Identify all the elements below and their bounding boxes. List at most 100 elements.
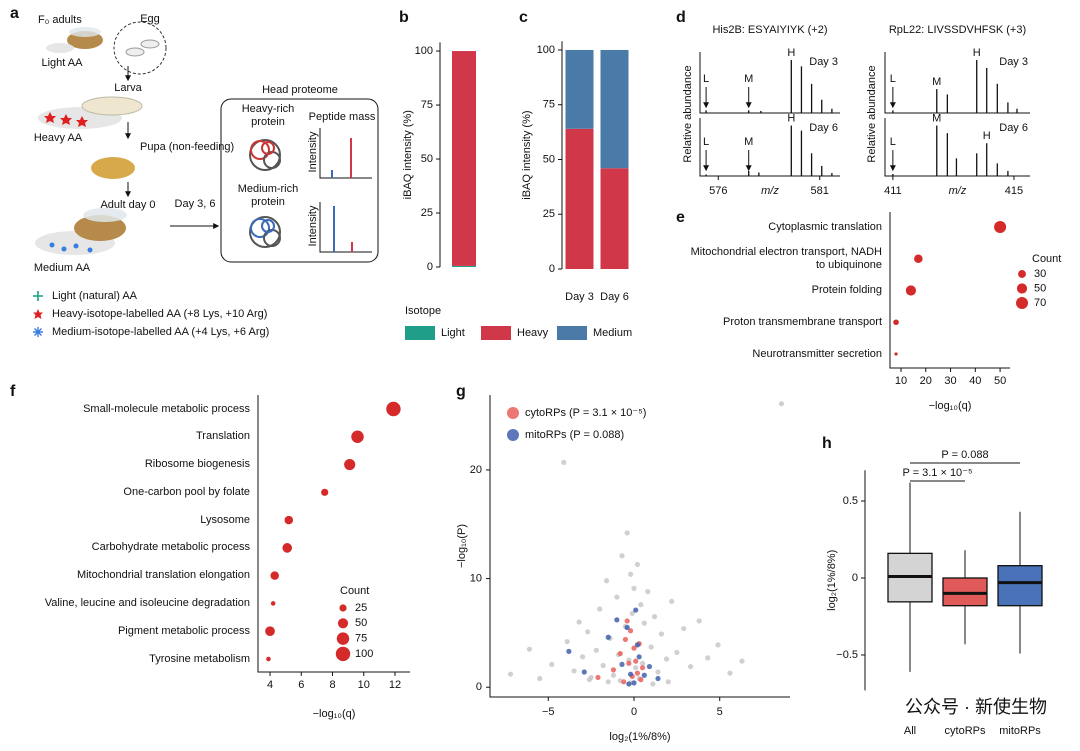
point bbox=[634, 642, 641, 648]
point bbox=[633, 658, 639, 664]
x-tick-label: All bbox=[904, 725, 916, 737]
peak-label: H bbox=[787, 112, 795, 124]
y-tick-label: 75 bbox=[421, 99, 433, 111]
bar-segment bbox=[600, 49, 629, 169]
dot bbox=[914, 254, 923, 264]
legend-label: Heavy-isotope-labelled AA (+8 Lys, +10 A… bbox=[52, 308, 267, 320]
panel-letter: f bbox=[10, 383, 16, 400]
y-tick-label: 50 bbox=[421, 153, 433, 165]
legend-label: Heavy bbox=[517, 327, 549, 339]
label-box: Neurotransmitter secretion bbox=[752, 348, 882, 360]
category-label: Cytoplasmic translation bbox=[768, 220, 882, 233]
label-box: Mitochondrial translation elongation bbox=[77, 569, 250, 581]
protein-label: Medium-rich protein bbox=[237, 183, 299, 208]
point bbox=[641, 672, 647, 678]
point bbox=[593, 647, 599, 653]
legend-swatch bbox=[481, 326, 511, 340]
dot bbox=[266, 656, 271, 662]
point bbox=[566, 648, 572, 654]
y-tick-label: 100 bbox=[415, 45, 433, 57]
stage-label: Light AA bbox=[42, 57, 84, 69]
legend-swatch bbox=[405, 326, 435, 340]
x-tick-label: 411 bbox=[884, 185, 902, 197]
legend-dot bbox=[339, 604, 347, 612]
point bbox=[507, 671, 514, 677]
fly-wing bbox=[83, 208, 127, 222]
stage-label: Medium AA bbox=[34, 262, 91, 274]
point bbox=[633, 607, 639, 613]
stage-label: F₀ adults bbox=[38, 14, 82, 26]
x-tick-label: 8 bbox=[329, 679, 335, 691]
x-tick-label: 581 bbox=[811, 185, 829, 197]
legend-title: Count bbox=[1032, 253, 1061, 265]
legend-dot bbox=[507, 407, 519, 419]
point bbox=[633, 665, 639, 671]
point bbox=[603, 578, 610, 584]
intensity-label: Intensity bbox=[307, 131, 319, 172]
panel-letter: a bbox=[10, 5, 19, 22]
legend-icon bbox=[33, 327, 43, 337]
point bbox=[687, 663, 694, 670]
point bbox=[624, 530, 630, 536]
point bbox=[636, 654, 642, 660]
y-tick-label: −0.5 bbox=[836, 649, 858, 661]
x-tick-label: 50 bbox=[994, 375, 1006, 387]
point bbox=[631, 585, 637, 591]
legend-title: Isotope bbox=[405, 305, 441, 317]
point bbox=[681, 625, 687, 632]
legend-dot bbox=[336, 632, 350, 645]
peptide-mass-label: Peptide mass bbox=[309, 111, 376, 123]
category-label: One-carbon pool by folate bbox=[123, 485, 250, 498]
mini-axis bbox=[319, 202, 372, 253]
point bbox=[639, 665, 646, 671]
peak-label: H bbox=[983, 130, 991, 142]
point bbox=[655, 675, 661, 682]
y-tick-label: 20 bbox=[470, 464, 482, 476]
label-box: Mitochondrial electron transport, NADH t… bbox=[690, 245, 882, 271]
y-tick-label: 0 bbox=[476, 681, 482, 693]
point bbox=[646, 663, 653, 670]
panel-tag: Day 6 bbox=[809, 122, 838, 134]
panel-letter: b bbox=[399, 9, 409, 26]
box bbox=[942, 577, 988, 607]
protein-label: Heavy-rich protein bbox=[241, 103, 295, 128]
point bbox=[526, 646, 533, 652]
axis bbox=[489, 395, 790, 698]
category-label: Ribosome biogenesis bbox=[144, 458, 250, 471]
point bbox=[619, 661, 625, 668]
point bbox=[610, 667, 617, 673]
axis bbox=[889, 212, 1010, 369]
point bbox=[629, 610, 635, 616]
x-tick-label: 415 bbox=[1005, 185, 1023, 197]
legend-label: Medium bbox=[593, 327, 632, 339]
point bbox=[674, 649, 680, 656]
stage-label: Pupa (non-feeding) bbox=[140, 141, 234, 153]
legend-label: 50 bbox=[355, 617, 367, 629]
y-tick-label: 100 bbox=[537, 44, 555, 56]
star-icon bbox=[60, 114, 72, 125]
y-tick-label: 10 bbox=[470, 572, 482, 584]
category-label: Mitochondrial electron transport, NADH t… bbox=[690, 245, 882, 271]
category-label: Small-molecule metabolic process bbox=[83, 402, 250, 415]
y-axis-label: Relative abundance bbox=[866, 65, 878, 162]
point bbox=[576, 619, 582, 625]
dot bbox=[265, 626, 275, 637]
peak-label: M bbox=[932, 112, 941, 124]
dot bbox=[270, 601, 276, 606]
legend-label: Light (natural) AA bbox=[52, 290, 138, 302]
larva-icon bbox=[81, 96, 143, 116]
legend-label: 30 bbox=[1034, 268, 1046, 280]
dot bbox=[284, 515, 294, 525]
point bbox=[641, 620, 647, 626]
medium-aa-icon bbox=[61, 246, 67, 252]
legend-dot bbox=[335, 646, 351, 662]
axis bbox=[699, 52, 840, 114]
fly-wing bbox=[69, 27, 101, 37]
egg-icon bbox=[125, 47, 145, 57]
protein-tangle bbox=[249, 139, 281, 171]
point bbox=[605, 634, 611, 640]
x-tick-label: cytoRPs bbox=[945, 725, 986, 737]
point bbox=[610, 672, 617, 678]
panel-tag: Day 3 bbox=[809, 56, 838, 68]
y-tick-label: 0 bbox=[427, 261, 433, 273]
